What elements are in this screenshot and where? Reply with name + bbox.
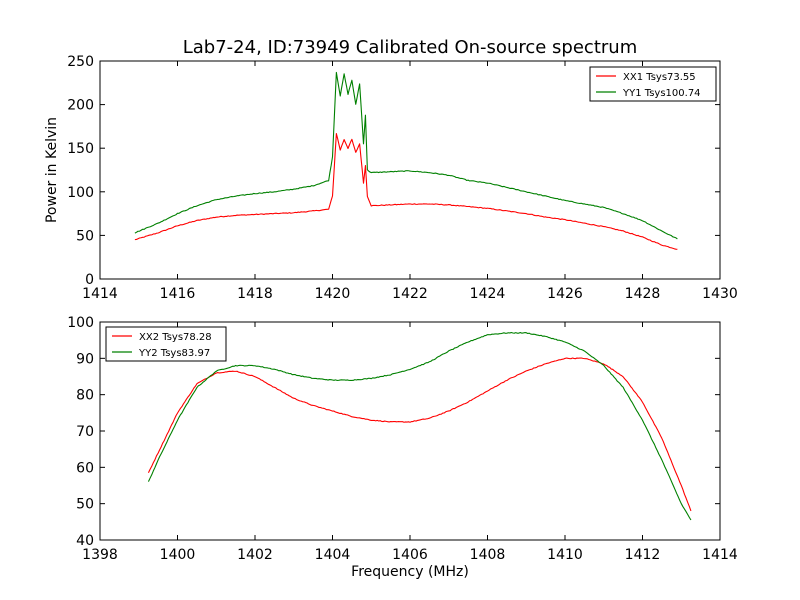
top-plot: 1414 1416 1418 1420 1422 1424 1426 1428 1430 0 50 1… xyxy=(44,54,738,302)
x-tick-label: 1430 xyxy=(702,286,738,302)
legend-label: YY1 Tsys100.74 xyxy=(622,88,701,99)
x-tick-label: 1414 xyxy=(82,286,118,302)
legend-box xyxy=(589,66,717,102)
x-tick-label: 1428 xyxy=(625,286,661,302)
legend-label: XX2 Tsys78.28 xyxy=(139,332,212,343)
legend: XX2 Tsys78.28 YY2 Tsys83.97 xyxy=(105,326,227,362)
x-tick-label: 1418 xyxy=(237,286,273,302)
y-tick-label: 90 xyxy=(76,351,94,367)
chart-title: Lab7-24, ID:73949 Calibrated On-source s… xyxy=(183,37,637,58)
x-tick-label: 1416 xyxy=(160,286,196,302)
x-tick-label: 1404 xyxy=(315,547,351,563)
y-axis-label: Power in Kelvin xyxy=(44,117,60,223)
y-tick-label: 50 xyxy=(76,497,94,513)
x-tick-label: 1414 xyxy=(702,547,738,563)
bottom-plot: 1398 1400 1402 1404 1406 1408 1410 1412 1414 40 50… xyxy=(67,315,738,580)
legend: XX1 Tsys73.55 YY1 Tsys100.74 xyxy=(589,66,717,102)
series-line-2-2 xyxy=(147,331,692,521)
x-tick-label: 1400 xyxy=(160,547,196,563)
x-tick-label: 1408 xyxy=(470,547,506,563)
series-line-1-1 xyxy=(134,133,678,250)
y-tick-label: 0 xyxy=(85,272,94,288)
y-tick-label: 200 xyxy=(67,98,94,114)
legend-label: XX1 Tsys73.55 xyxy=(623,72,696,83)
x-tick-label: 1406 xyxy=(392,547,428,563)
y-tick-label: 70 xyxy=(76,424,94,440)
y-tick-label: 250 xyxy=(67,54,94,70)
series-line-1-2 xyxy=(134,71,678,240)
y-tick-label: 60 xyxy=(76,460,94,476)
y-tick-label: 40 xyxy=(76,533,94,549)
x-tick-label: 1412 xyxy=(625,547,661,563)
y-tick-label: 80 xyxy=(76,388,94,404)
x-tick-label: 1410 xyxy=(547,547,583,563)
x-axis-label: Frequency (MHz) xyxy=(351,564,469,580)
x-tick-label: 1398 xyxy=(82,547,118,563)
y-tick-label: 150 xyxy=(67,141,94,157)
y-tick-label: 50 xyxy=(76,228,94,244)
legend-label: YY2 Tsys83.97 xyxy=(138,348,210,359)
x-tick-label: 1426 xyxy=(547,286,583,302)
y-tick-label: 100 xyxy=(67,315,94,331)
x-tick-label: 1402 xyxy=(237,547,273,563)
y-tick-label: 100 xyxy=(67,185,94,201)
legend-box xyxy=(105,326,227,362)
x-tick-label: 1420 xyxy=(315,286,351,302)
x-tick-label: 1424 xyxy=(470,286,506,302)
x-tick-label: 1422 xyxy=(392,286,428,302)
